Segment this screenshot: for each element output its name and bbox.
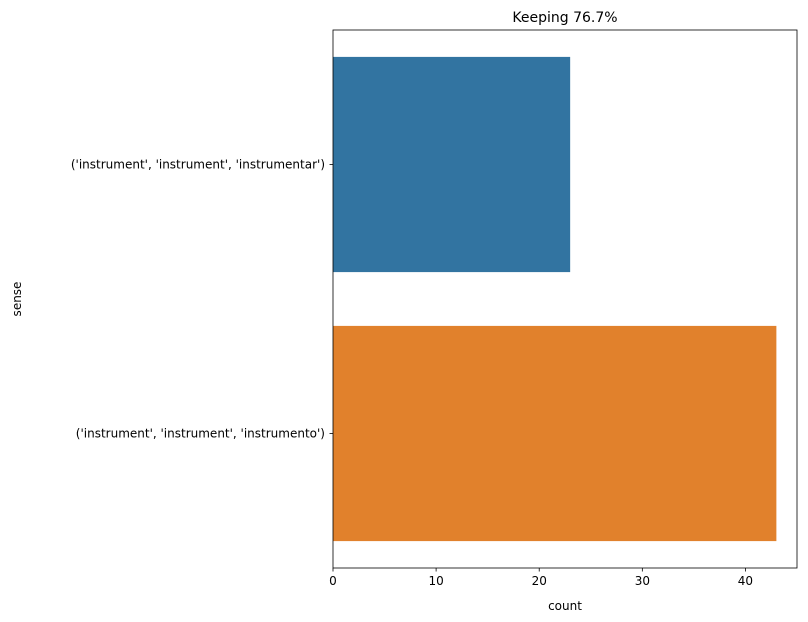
x-tick-label: 10 (428, 574, 443, 588)
x-tick-label: 20 (532, 574, 547, 588)
bar (333, 325, 777, 542)
bar (333, 56, 571, 273)
plot-frame (332, 29, 798, 569)
y-axis-ticks: ('instrument', 'instrument', 'instrument… (71, 158, 333, 441)
bars-group (333, 56, 777, 542)
x-tick-label: 0 (329, 574, 337, 588)
y-tick-label: ('instrument', 'instrument', 'instrument… (71, 158, 325, 172)
chart-title: Keeping 76.7% (512, 10, 617, 26)
y-axis-label: sense (10, 282, 24, 317)
x-axis-ticks: 0 10 20 30 40 (329, 568, 753, 588)
x-axis-label: count (548, 599, 582, 613)
y-tick-label: ('instrument', 'instrument', 'instrument… (76, 427, 325, 441)
x-tick-label: 30 (635, 574, 650, 588)
x-tick-label: 40 (738, 574, 753, 588)
